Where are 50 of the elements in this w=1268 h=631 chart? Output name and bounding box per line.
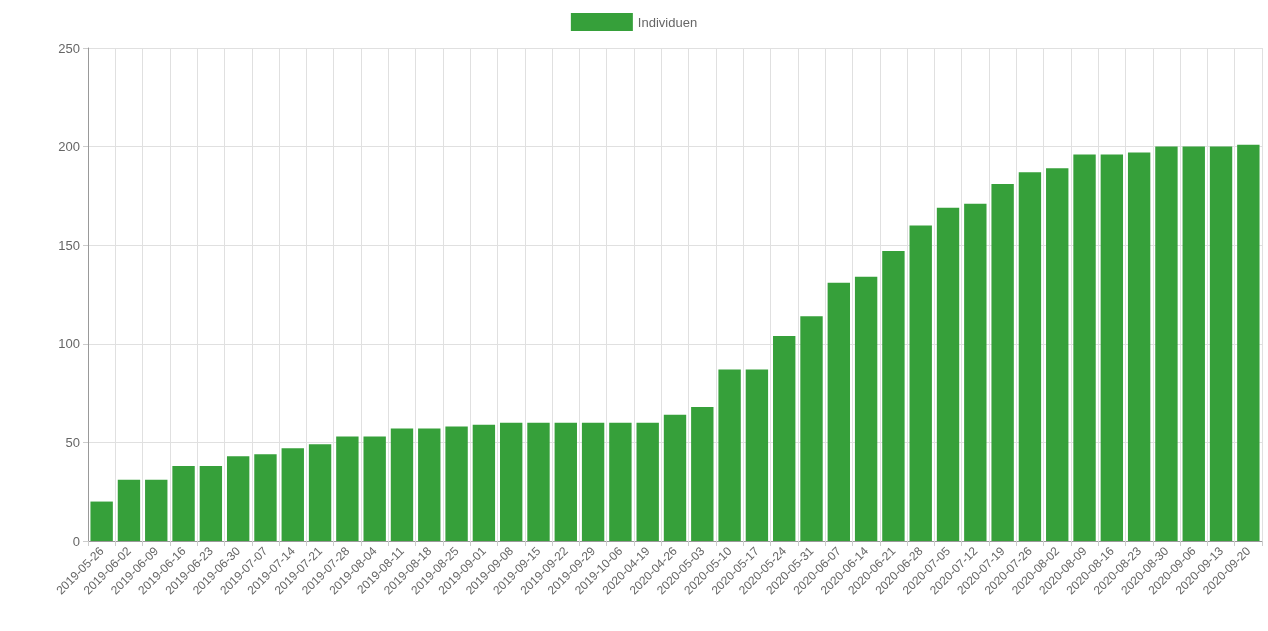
bar [936,207,960,541]
bar [909,225,932,541]
bar [1046,168,1069,541]
bar [718,369,741,541]
bar [390,428,414,541]
bar [854,276,878,541]
bar [827,282,851,541]
bar [363,436,386,541]
y-tick-label: 250 [58,40,80,56]
bar [199,466,223,541]
bar [1209,146,1233,541]
bar [281,448,304,541]
bar [254,454,277,541]
bar [1100,154,1124,541]
bar [90,501,113,541]
bar [554,422,577,541]
bar [172,466,195,541]
bar [1073,154,1096,541]
bar [609,422,632,541]
bar [226,456,250,541]
bar [882,251,905,541]
bar [527,422,550,541]
bar [1155,146,1178,541]
bar [445,426,468,541]
bar [745,369,769,541]
bar [1182,146,1205,541]
legend-label: Individuen [637,14,698,30]
bar [991,184,1014,541]
bar [499,422,523,541]
bar [1237,144,1260,541]
y-tick-label: 100 [58,336,80,352]
bar [472,424,496,541]
bar [117,479,141,541]
bar [663,414,687,541]
bar [773,335,796,541]
bar [964,203,987,541]
y-tick-label: 200 [58,139,80,155]
bar [1127,152,1151,541]
bar [336,436,359,541]
bar [145,479,168,541]
bar [800,316,823,541]
y-tick-label: 150 [58,237,80,253]
bar [1018,172,1042,541]
y-tick-label: 50 [65,434,80,450]
bar [691,406,714,541]
bar [636,422,659,541]
bar [308,444,332,541]
y-tick-label: 0 [72,533,80,549]
bar [581,422,605,541]
bar [418,428,441,541]
